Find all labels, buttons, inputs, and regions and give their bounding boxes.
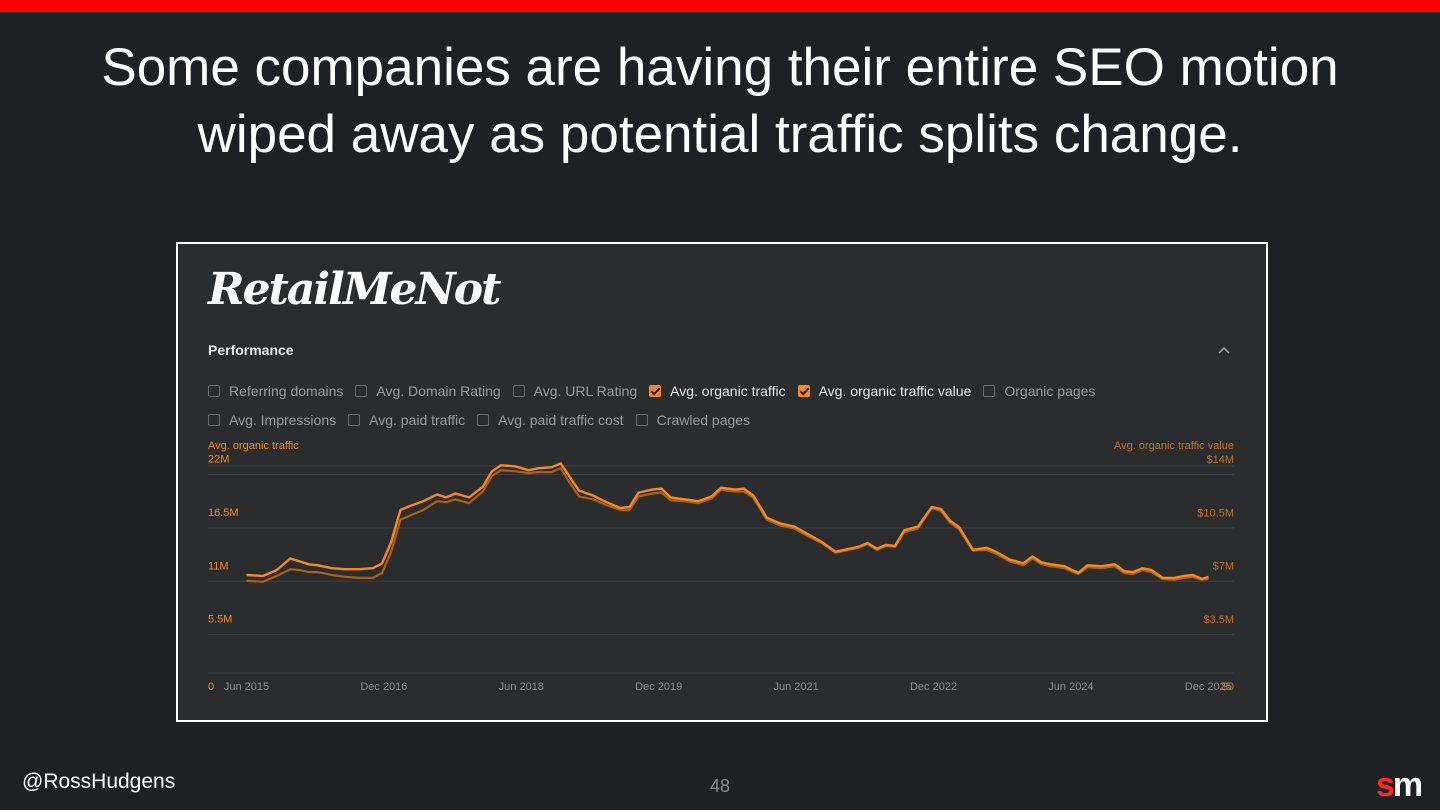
checkbox-icon[interactable] — [477, 413, 490, 426]
option-avg-paid-traffic[interactable]: Avg. paid traffic — [348, 412, 465, 428]
headline-line-2: wiped away as potential traffic splits c… — [197, 105, 1243, 164]
x-tick-label: Jun 2024 — [1048, 681, 1093, 693]
page-number: 48 — [709, 776, 731, 796]
x-tick-label: Jun 2021 — [773, 681, 818, 693]
slide-headline: Some companies are having their entire S… — [0, 34, 1440, 168]
checkbox-icon[interactable] — [348, 413, 361, 426]
option-label: Avg. paid traffic — [369, 411, 466, 428]
series-line-organic-traffic-value — [246, 467, 1209, 583]
option-crawled-pages[interactable]: Crawled pages — [635, 411, 751, 428]
chevron-up-icon[interactable] — [1214, 340, 1234, 360]
left-tick-label: 0 — [208, 681, 214, 693]
author-handle: @RossHudgens — [22, 770, 176, 793]
x-tick-label: Dec 2025 — [1185, 681, 1232, 693]
checkbox-checked-icon[interactable] — [797, 384, 810, 397]
right-tick-label: $0 — [1222, 681, 1234, 693]
right-tick-label: $3.5M — [1203, 614, 1234, 626]
option-label: Avg. organic traffic — [670, 382, 786, 399]
option-avg-organic-traffic-value[interactable]: Avg. organic traffic value — [797, 382, 972, 399]
brand-logo-s: s — [1376, 766, 1395, 804]
performance-panel: RetailMeNot Performance Referring domain… — [176, 242, 1268, 722]
series-line-organic-traffic — [246, 462, 1209, 581]
left-tick-label: 22M — [208, 454, 229, 466]
checkbox-checked-icon[interactable] — [649, 384, 662, 397]
option-label: Avg. Impressions — [229, 411, 337, 428]
right-axis-title: Avg. organic traffic value — [1114, 440, 1234, 452]
option-label: Referring domains — [229, 382, 344, 399]
left-axis-title: Avg. organic traffic — [208, 440, 299, 452]
option-label: Avg. Domain Rating — [376, 382, 501, 399]
right-tick-label: $14M — [1206, 454, 1234, 466]
metric-options-row-2: Avg. Impressions Avg. paid traffic Avg. pa… — [208, 405, 1248, 434]
metric-options-row-1: Referring domains Avg. Domain Rating Avg. … — [208, 376, 1248, 405]
top-accent-bar — [0, 0, 1440, 12]
brand-logo: sm — [1376, 765, 1423, 805]
x-tick-label: Dec 2016 — [360, 681, 407, 693]
headline-line-1: Some companies are having their entire S… — [101, 38, 1339, 97]
option-label: Avg. organic traffic value — [818, 382, 972, 399]
right-tick-label: $7M — [1213, 561, 1234, 573]
option-organic-pages[interactable]: Organic pages — [983, 383, 1095, 399]
option-avg-domain-rating[interactable]: Avg. Domain Rating — [355, 382, 501, 399]
option-avg-organic-traffic[interactable]: Avg. organic traffic — [649, 382, 786, 399]
performance-title: Performance — [208, 342, 294, 358]
brand-logo-m: m — [1392, 766, 1423, 804]
x-tick-label: Dec 2019 — [635, 681, 682, 693]
option-label: Avg. paid traffic cost — [498, 411, 624, 428]
option-label: Crawled pages — [656, 411, 751, 428]
checkbox-icon[interactable] — [983, 384, 996, 397]
option-avg-url-rating[interactable]: Avg. URL Rating — [512, 382, 638, 399]
x-tick-label: Dec 2022 — [910, 681, 957, 693]
left-tick-label: 5.5M — [208, 614, 232, 626]
option-label: Avg. URL Rating — [533, 382, 638, 399]
left-tick-label: 11M — [208, 560, 229, 572]
checkbox-icon[interactable] — [355, 384, 368, 397]
option-referring-domains[interactable]: Referring domains — [208, 383, 343, 399]
metric-options: Referring domains Avg. Domain Rating Avg. … — [208, 376, 1248, 434]
option-avg-paid-traffic-cost[interactable]: Avg. paid traffic cost — [477, 412, 624, 428]
option-avg-impressions[interactable]: Avg. Impressions — [208, 412, 336, 428]
x-tick-label: Jun 2015 — [224, 681, 269, 693]
option-label: Organic pages — [1004, 382, 1096, 399]
checkbox-icon[interactable] — [208, 384, 220, 397]
x-tick-label: Jun 2018 — [499, 681, 544, 693]
retailmenot-logo: RetailMeNot — [208, 264, 501, 315]
checkbox-icon[interactable] — [208, 413, 220, 426]
right-tick-label: $10.5M — [1197, 507, 1234, 519]
left-tick-label: 16.5M — [208, 507, 239, 519]
checkbox-icon[interactable] — [512, 384, 525, 397]
performance-chart: Avg. organic traffic Avg. organic traffic… — [208, 440, 1234, 693]
checkbox-icon[interactable] — [635, 413, 648, 426]
